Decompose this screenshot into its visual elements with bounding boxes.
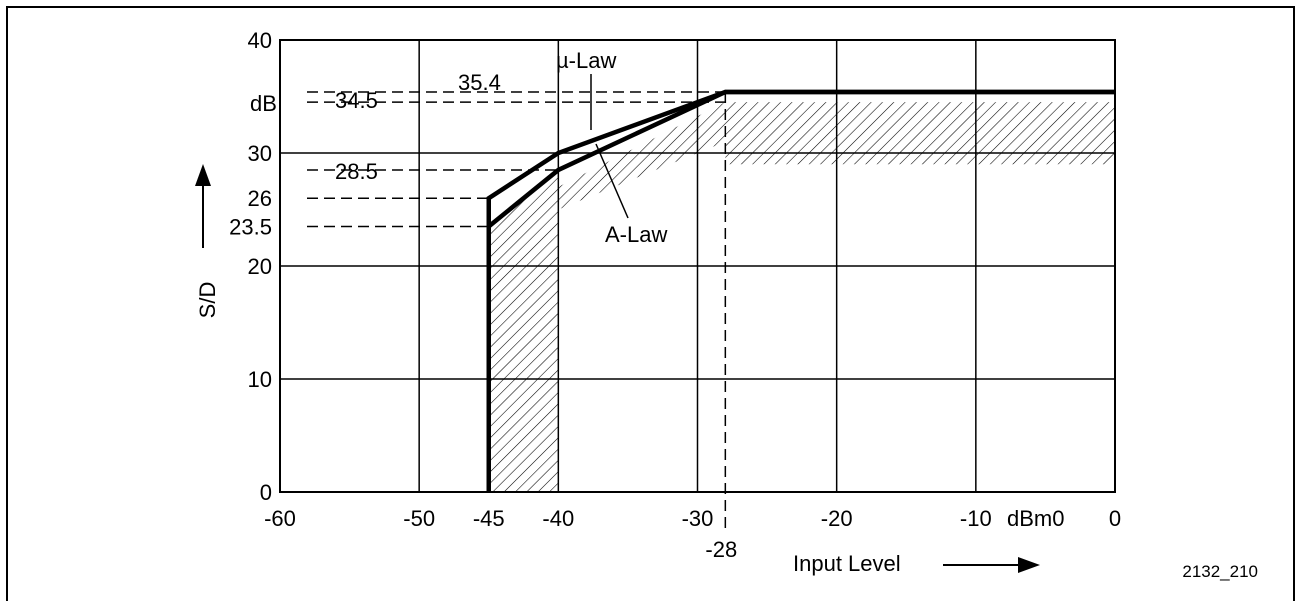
a-law-leader-line [595,143,629,219]
x-tick-label: 0 [1109,506,1121,531]
x-tick-label: -30 [682,506,714,531]
reference-value-label: 35.4 [458,70,501,95]
series-label-a-law: A-Law [605,222,667,247]
y-unit-label: dB [250,91,277,116]
figure-border [6,6,1295,606]
x-axis-arrow [943,557,1040,573]
x-tick-label: -45 [473,506,505,531]
x-tick-label: -20 [821,506,853,531]
y-tick-label: 26 [248,186,272,211]
reference-value-label: 28.5 [335,159,378,184]
x-tick-label: -40 [542,506,574,531]
y-tick-label: 23.5 [229,214,272,239]
x-tick-label: -28 [705,537,737,562]
tolerance-hatched-region [488,102,1115,493]
y-axis-arrow [195,164,211,248]
y-tick-label: 0 [260,480,272,505]
series-label-mu-law: µ-Law [556,48,616,73]
x-axis-label: Input Level [793,551,901,576]
y-tick-label: 40 [248,28,272,53]
x-tick-label: -10 [960,506,992,531]
y-tick-label: 20 [248,254,272,279]
y-axis-label: S/D [195,282,220,319]
y-tick-label: 10 [248,367,272,392]
y-tick-label: 30 [248,141,272,166]
x-tick-label: -50 [403,506,435,531]
reference-value-label: 34.5 [335,88,378,113]
x-tick-label: -60 [264,506,296,531]
series-line [486,89,1115,492]
x-unit-label: dBm0 [1007,506,1064,531]
figure-id: 2132_210 [1182,562,1258,581]
